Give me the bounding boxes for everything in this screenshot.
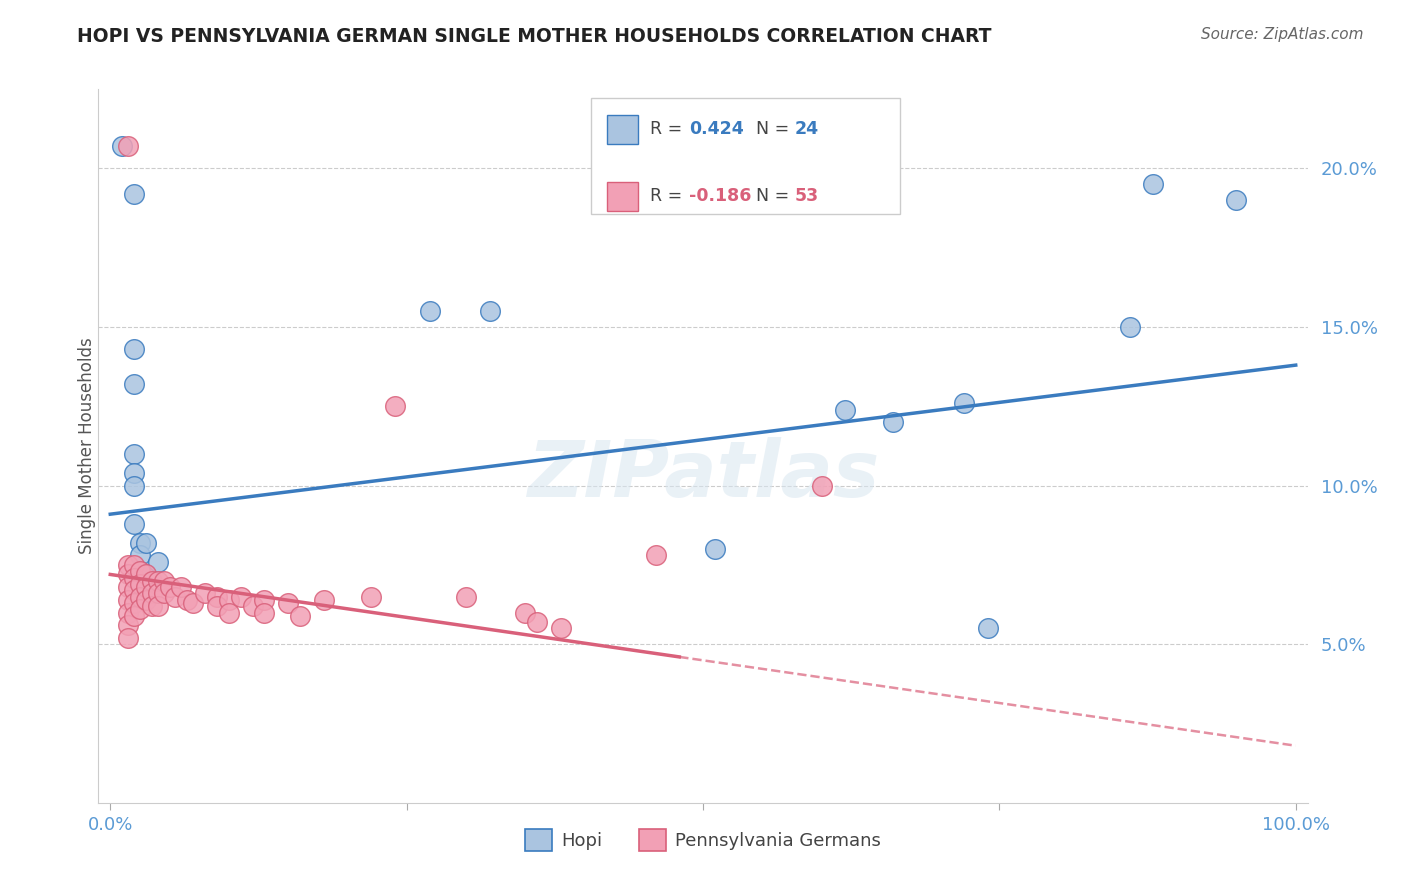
Point xyxy=(1142,178,1164,192)
Text: R =: R = xyxy=(650,120,688,138)
Point xyxy=(146,586,169,600)
Point xyxy=(834,402,856,417)
Point xyxy=(122,343,145,357)
Text: 0.424: 0.424 xyxy=(689,120,744,138)
Text: 0.0%: 0.0% xyxy=(87,815,134,834)
Point xyxy=(135,567,157,582)
Point xyxy=(146,555,169,569)
Point xyxy=(218,592,240,607)
Point xyxy=(122,583,145,598)
Point xyxy=(229,590,252,604)
Point xyxy=(242,599,264,614)
Text: N =: N = xyxy=(745,187,794,205)
Point xyxy=(117,567,139,582)
Point xyxy=(703,542,725,557)
Point xyxy=(152,586,174,600)
Point xyxy=(253,592,276,607)
Point xyxy=(194,586,217,600)
Point xyxy=(515,606,537,620)
Point xyxy=(129,564,152,578)
Text: ZIPatlas: ZIPatlas xyxy=(527,436,879,513)
Point xyxy=(117,631,139,645)
Point xyxy=(360,590,382,604)
Point xyxy=(976,621,998,635)
Point xyxy=(176,592,198,607)
Point xyxy=(253,606,276,620)
Legend: Hopi, Pennsylvania Germans: Hopi, Pennsylvania Germans xyxy=(519,822,887,858)
Point xyxy=(205,599,228,614)
Point xyxy=(122,186,145,201)
Text: HOPI VS PENNSYLVANIA GERMAN SINGLE MOTHER HOUSEHOLDS CORRELATION CHART: HOPI VS PENNSYLVANIA GERMAN SINGLE MOTHE… xyxy=(77,27,991,45)
Point xyxy=(1225,193,1247,207)
Point xyxy=(141,574,163,588)
Point xyxy=(159,580,181,594)
Point xyxy=(384,400,406,414)
Point xyxy=(1119,320,1142,334)
Point xyxy=(550,621,572,635)
Point xyxy=(122,516,145,531)
Point xyxy=(312,592,335,607)
Point xyxy=(141,599,163,614)
Point xyxy=(146,574,169,588)
Point xyxy=(146,599,169,614)
Point xyxy=(205,590,228,604)
Text: Source: ZipAtlas.com: Source: ZipAtlas.com xyxy=(1201,27,1364,42)
Point xyxy=(141,586,163,600)
Text: R =: R = xyxy=(650,187,688,205)
Point xyxy=(111,139,134,153)
Point xyxy=(122,377,145,392)
Point xyxy=(122,478,145,492)
Point xyxy=(170,580,193,594)
Point xyxy=(454,590,477,604)
Point xyxy=(165,590,187,604)
Point xyxy=(129,590,152,604)
Point xyxy=(135,592,157,607)
Point xyxy=(117,592,139,607)
Text: 24: 24 xyxy=(794,120,818,138)
Point xyxy=(117,139,139,153)
Point xyxy=(181,596,204,610)
Text: N =: N = xyxy=(745,120,794,138)
Point xyxy=(882,415,904,429)
Point xyxy=(218,606,240,620)
Point xyxy=(122,558,145,572)
Point xyxy=(152,574,174,588)
Point xyxy=(135,535,157,549)
Point xyxy=(277,596,299,610)
Text: -0.186: -0.186 xyxy=(689,187,751,205)
Point xyxy=(122,571,145,585)
Point xyxy=(526,615,548,629)
Point xyxy=(952,396,974,410)
Point xyxy=(810,478,832,492)
Point xyxy=(129,549,152,563)
Point xyxy=(135,567,157,582)
Point xyxy=(122,466,145,480)
Point xyxy=(129,564,152,578)
Point xyxy=(288,608,311,623)
Point xyxy=(135,580,157,594)
Point xyxy=(117,558,139,572)
Point xyxy=(129,577,152,591)
Text: 53: 53 xyxy=(794,187,818,205)
Y-axis label: Single Mother Households: Single Mother Households xyxy=(79,338,96,554)
Point xyxy=(122,447,145,461)
Point xyxy=(129,602,152,616)
Point xyxy=(478,304,501,318)
Point xyxy=(644,549,666,563)
Point xyxy=(122,608,145,623)
Point xyxy=(117,618,139,632)
Point xyxy=(122,596,145,610)
Text: 100.0%: 100.0% xyxy=(1261,815,1330,834)
Point xyxy=(117,606,139,620)
Point xyxy=(129,535,152,549)
Point xyxy=(419,304,441,318)
Point xyxy=(117,580,139,594)
